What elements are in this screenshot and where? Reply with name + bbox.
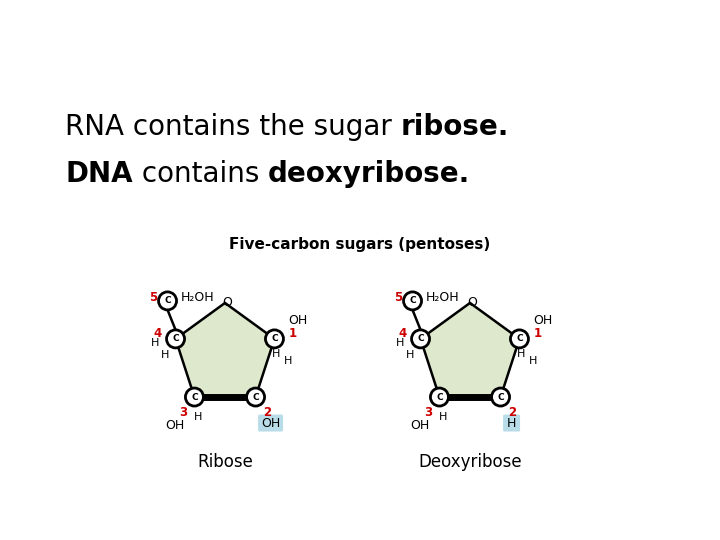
- FancyBboxPatch shape: [258, 415, 283, 431]
- Text: 4: 4: [398, 327, 407, 340]
- Text: H: H: [507, 416, 516, 429]
- Text: C: C: [516, 334, 523, 343]
- Circle shape: [186, 388, 204, 406]
- Text: C: C: [164, 296, 171, 306]
- Text: 5: 5: [395, 292, 402, 305]
- Text: C: C: [172, 334, 179, 343]
- FancyBboxPatch shape: [503, 415, 520, 431]
- Circle shape: [266, 330, 284, 348]
- Text: Five-carbon sugars (pentoses): Five-carbon sugars (pentoses): [230, 238, 490, 252]
- Text: 2: 2: [508, 406, 516, 419]
- Circle shape: [246, 388, 264, 406]
- Text: H: H: [529, 356, 538, 366]
- Text: C: C: [498, 393, 504, 402]
- Circle shape: [492, 388, 510, 406]
- Text: OH: OH: [410, 419, 429, 432]
- Text: Ribose: Ribose: [197, 453, 253, 471]
- Text: H: H: [284, 356, 292, 366]
- Text: H₂OH: H₂OH: [426, 292, 459, 305]
- Text: 2: 2: [263, 406, 271, 419]
- Text: OH: OH: [534, 314, 553, 327]
- Text: 3: 3: [179, 406, 187, 419]
- Text: 4: 4: [153, 327, 161, 340]
- Text: H: H: [161, 350, 170, 360]
- Polygon shape: [420, 303, 519, 397]
- Circle shape: [412, 330, 430, 348]
- Text: contains: contains: [132, 160, 268, 188]
- Text: OH: OH: [289, 314, 307, 327]
- Text: O: O: [222, 296, 232, 309]
- Text: OH: OH: [165, 419, 184, 432]
- Text: H: H: [406, 350, 415, 360]
- Circle shape: [158, 292, 176, 310]
- Text: 1: 1: [289, 327, 297, 340]
- Text: H: H: [439, 412, 448, 422]
- Text: Deoxyribose: Deoxyribose: [418, 453, 522, 471]
- Text: O: O: [467, 296, 477, 309]
- Text: H: H: [151, 338, 160, 348]
- Text: C: C: [252, 393, 259, 402]
- Text: C: C: [271, 334, 278, 343]
- Text: 1: 1: [534, 327, 541, 340]
- Text: H: H: [194, 412, 202, 422]
- Text: 3: 3: [424, 406, 432, 419]
- Text: DNA: DNA: [65, 160, 132, 188]
- Text: 4.1 What Are the Chemical Structures and Functions of Nucleic
Acids?: 4.1 What Are the Chemical Structures and…: [11, 19, 582, 54]
- Text: H: H: [272, 349, 281, 359]
- Text: H₂OH: H₂OH: [181, 292, 214, 305]
- Text: OH: OH: [261, 416, 280, 429]
- Text: RNA contains the sugar: RNA contains the sugar: [65, 113, 401, 141]
- Text: C: C: [409, 296, 416, 306]
- Text: C: C: [417, 334, 424, 343]
- Circle shape: [510, 330, 528, 348]
- Text: 5: 5: [150, 292, 158, 305]
- Circle shape: [403, 292, 421, 310]
- Text: C: C: [436, 393, 443, 402]
- Text: ribose.: ribose.: [401, 113, 509, 141]
- Circle shape: [166, 330, 184, 348]
- Text: H: H: [517, 349, 526, 359]
- Text: C: C: [191, 393, 198, 402]
- Text: H: H: [396, 338, 405, 348]
- Text: deoxyribose.: deoxyribose.: [268, 160, 470, 188]
- Polygon shape: [176, 303, 274, 397]
- Circle shape: [431, 388, 449, 406]
